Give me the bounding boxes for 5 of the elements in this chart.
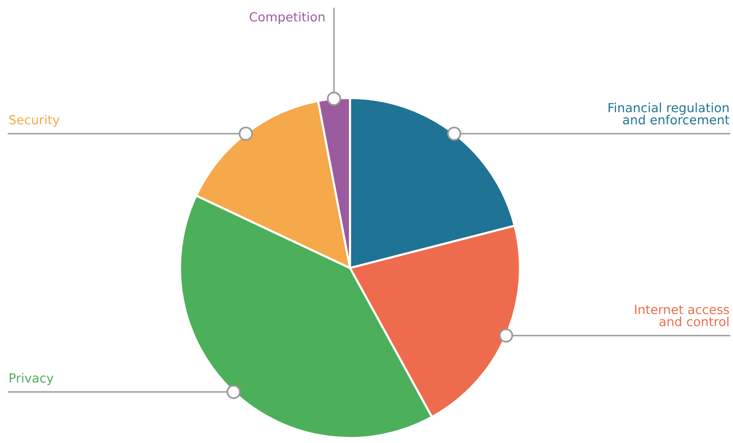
- slice-label: Internet access and control: [635, 304, 729, 326]
- slice-label: Privacy: [10, 373, 54, 386]
- slice-label: Security: [9, 114, 60, 127]
- slice-label: Competition: [250, 12, 324, 24]
- slice-label: Financial regulation and enforcement: [608, 102, 730, 124]
